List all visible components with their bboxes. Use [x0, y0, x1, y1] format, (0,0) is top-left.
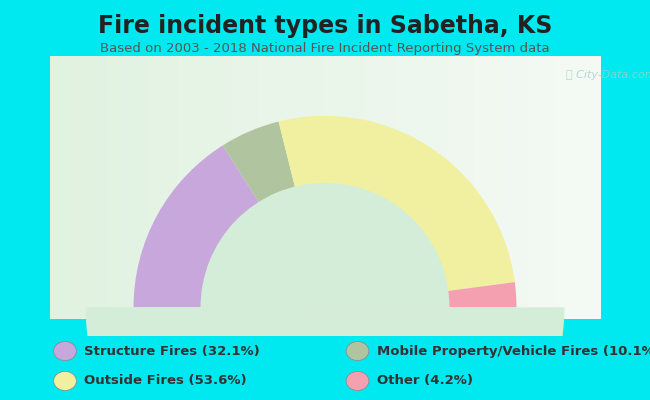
- Wedge shape: [201, 183, 449, 310]
- Text: Based on 2003 - 2018 National Fire Incident Reporting System data: Based on 2003 - 2018 National Fire Incid…: [100, 42, 550, 55]
- Wedge shape: [279, 116, 515, 307]
- Wedge shape: [86, 307, 564, 400]
- Text: Mobile Property/Vehicle Fires (10.1%): Mobile Property/Vehicle Fires (10.1%): [377, 344, 650, 358]
- Text: Other (4.2%): Other (4.2%): [377, 374, 473, 388]
- Text: ⓘ City-Data.com: ⓘ City-Data.com: [566, 70, 650, 80]
- Text: Fire incident types in Sabetha, KS: Fire incident types in Sabetha, KS: [98, 14, 552, 38]
- Wedge shape: [223, 122, 325, 307]
- Text: Outside Fires (53.6%): Outside Fires (53.6%): [84, 374, 247, 388]
- Wedge shape: [133, 145, 325, 307]
- Wedge shape: [325, 282, 517, 307]
- Ellipse shape: [346, 372, 369, 390]
- Ellipse shape: [53, 342, 77, 360]
- Text: Structure Fires (32.1%): Structure Fires (32.1%): [84, 344, 260, 358]
- Ellipse shape: [346, 342, 369, 360]
- Ellipse shape: [53, 372, 77, 390]
